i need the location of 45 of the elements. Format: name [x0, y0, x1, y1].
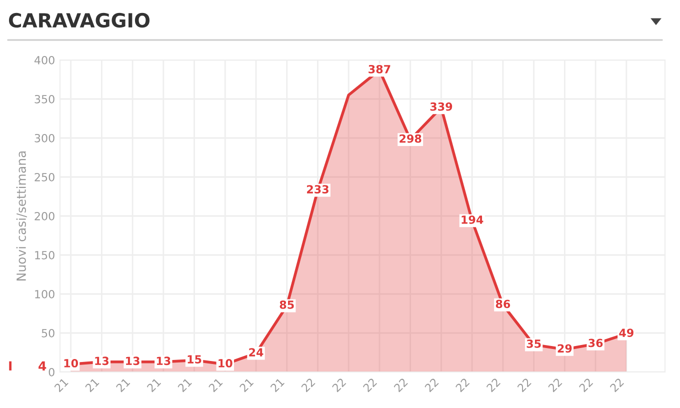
- x-tick-label: 22: [332, 378, 346, 392]
- x-tick-label: 22: [548, 378, 562, 392]
- data-label: 10: [64, 359, 78, 368]
- y-tick-label: 400: [34, 56, 54, 64]
- data-label: 24: [249, 348, 264, 356]
- x-tick-label: 22: [610, 378, 624, 392]
- x-tick-label: 22: [516, 378, 532, 392]
- data-label: 29: [558, 344, 572, 353]
- data-label: 10: [218, 359, 232, 368]
- y-tick-label: 50: [42, 328, 54, 338]
- y-tick-label: 250: [34, 172, 54, 182]
- x-tick-label: 21: [239, 378, 254, 392]
- data-label: 36: [588, 338, 603, 348]
- data-label: 85: [280, 300, 294, 309]
- data-label: 13: [156, 356, 170, 366]
- data-label: 86: [496, 300, 510, 308]
- x-tick-label: 22: [393, 378, 408, 392]
- x-tick-label: 22: [455, 378, 470, 392]
- y-tick-label: 100: [35, 290, 54, 298]
- x-tick-label: 21: [146, 378, 162, 392]
- annotation: 4: [38, 361, 46, 370]
- x-tick-label: 21: [177, 378, 192, 392]
- x-tick-label: 21: [270, 378, 285, 392]
- y-tick-label: 200: [34, 212, 54, 220]
- y-tick-label: 350: [34, 94, 54, 104]
- x-tick-label: 22: [486, 378, 501, 392]
- text: I: [9, 361, 12, 370]
- x-tick-label: 21: [84, 378, 100, 392]
- data-label: 13: [126, 356, 140, 366]
- x-tick-label: 22: [362, 378, 378, 392]
- x-tick-label: 21: [116, 378, 130, 392]
- data-label: 35: [526, 340, 541, 348]
- y-tick-label: 0: [48, 368, 54, 376]
- y-axis-title: Nuovi casi/settimana: [16, 151, 27, 280]
- data-label: 13: [95, 356, 109, 366]
- data-label: 15: [188, 355, 202, 364]
- y-tick-label: 150: [35, 250, 54, 260]
- x-tick-label: 22: [578, 378, 594, 392]
- data-label: 49: [619, 328, 634, 338]
- x-tick-label: 21: [208, 378, 223, 392]
- x-tick-label: 22: [424, 378, 439, 392]
- x-tick-label: 21: [54, 378, 68, 392]
- y-tick-label: 300: [34, 134, 54, 142]
- chart-title: CARAVAGGIO: [8, 12, 150, 28]
- x-tick-label: 22: [300, 378, 316, 392]
